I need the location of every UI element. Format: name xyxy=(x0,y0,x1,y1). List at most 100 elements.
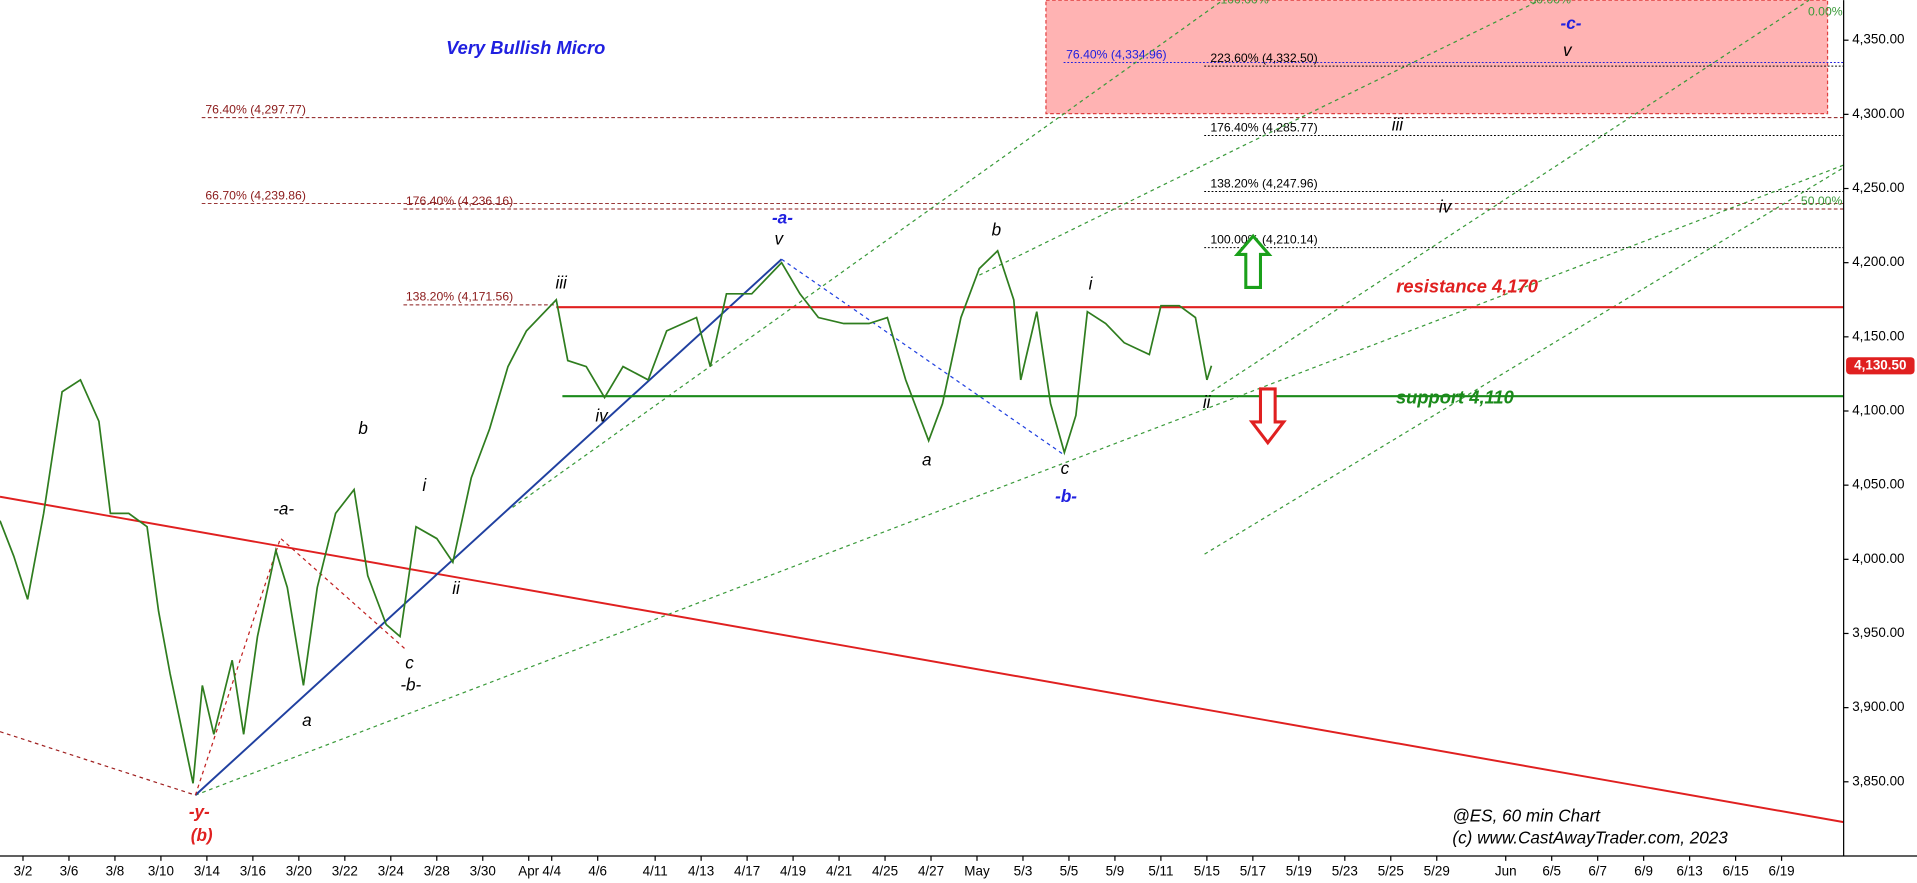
fib-fan-label: 100.00% xyxy=(1220,0,1268,6)
x-tick-label: 3/16 xyxy=(240,863,266,878)
wave-label: -b- xyxy=(400,676,421,695)
wave-label: v xyxy=(775,229,785,248)
wave-label: -b- xyxy=(1055,487,1077,506)
fib-fan-label: 0.00% xyxy=(1808,5,1843,19)
x-tick-label: 5/11 xyxy=(1148,863,1173,878)
x-tick-label: 3/28 xyxy=(424,863,450,878)
trendline xyxy=(195,164,1844,796)
y-tick-label: 4,300.00 xyxy=(1852,106,1904,121)
wave-label: ii xyxy=(452,579,461,598)
x-tick-label: 4/27 xyxy=(918,863,944,878)
x-tick-label: 5/23 xyxy=(1332,863,1358,878)
wave-label: -y- xyxy=(189,803,210,822)
trendline xyxy=(194,258,783,796)
support-label: support 4,110 xyxy=(1396,387,1515,408)
fib-level-label: 138.20% (4,171.56) xyxy=(406,290,513,304)
wave-label: (b) xyxy=(191,826,213,845)
fib-level-label: 76.40% (4,297.77) xyxy=(205,103,306,117)
x-tick-label: Apr xyxy=(518,863,539,878)
y-tick-label: 4,000.00 xyxy=(1852,551,1904,566)
wave-label: i xyxy=(422,476,427,495)
x-tick-label: 6/15 xyxy=(1723,863,1749,878)
y-tick-label: 4,050.00 xyxy=(1852,477,1904,492)
x-tick-label: 3/10 xyxy=(148,863,174,878)
x-tick-label: 4/19 xyxy=(780,863,806,878)
wave-label: -c- xyxy=(1561,14,1582,33)
footer-text: @ES, 60 min Chart xyxy=(1452,806,1601,825)
x-tick-label: 5/29 xyxy=(1424,863,1450,878)
wave-label: iii xyxy=(1392,116,1405,135)
fib-level-label: 66.70% (4,239.86) xyxy=(205,188,306,202)
x-tick-label: 4/4 xyxy=(542,863,561,878)
y-tick-label: 3,850.00 xyxy=(1852,773,1904,788)
x-tick-label: 6/7 xyxy=(1588,863,1607,878)
wave-label: iv xyxy=(1439,198,1453,217)
x-tick-label: 4/11 xyxy=(643,863,668,878)
up-arrow xyxy=(1233,233,1273,289)
x-tick-label: 6/5 xyxy=(1542,863,1561,878)
fib-level-label: 138.20% (4,247.96) xyxy=(1210,176,1317,190)
wave-label: c xyxy=(405,654,414,673)
fib-level-label: 76.40% (4,334.96) xyxy=(1066,47,1167,61)
resistance-label: resistance 4,170 xyxy=(1396,275,1538,296)
price-line xyxy=(0,249,1213,784)
trendline xyxy=(0,731,196,796)
x-tick-label: 4/13 xyxy=(688,863,714,878)
x-tick-label: 6/9 xyxy=(1634,863,1653,878)
x-tick-label: 6/13 xyxy=(1677,863,1703,878)
wave-label: b xyxy=(358,419,368,438)
x-tick-label: 3/24 xyxy=(378,863,405,878)
fib-level-label: 223.60% (4,332.50) xyxy=(1210,51,1317,65)
y-tick-label: 3,900.00 xyxy=(1852,699,1904,714)
x-tick-label: 4/6 xyxy=(588,863,607,878)
x-tick-label: 3/20 xyxy=(286,863,312,878)
x-tick-label: 5/15 xyxy=(1194,863,1220,878)
x-tick-label: 3/6 xyxy=(60,863,79,878)
wave-label: a xyxy=(922,451,932,470)
y-tick-label: 4,200.00 xyxy=(1852,254,1904,269)
trendline xyxy=(1211,0,1810,393)
x-tick-label: 5/17 xyxy=(1240,863,1266,878)
x-tick-label: 5/3 xyxy=(1014,863,1033,878)
x-tick-label: 5/19 xyxy=(1286,863,1312,878)
x-tick-label: 5/5 xyxy=(1060,863,1079,878)
x-tick-label: May xyxy=(964,863,990,878)
fib-fan-label: 50.00% xyxy=(1530,0,1572,6)
x-tick-label: 5/25 xyxy=(1378,863,1404,878)
fib-fan-label: 50.00% xyxy=(1801,194,1843,208)
last-price-label: 4,130.50 xyxy=(1854,357,1906,372)
wave-label: -a- xyxy=(772,209,793,228)
trendline xyxy=(781,258,1065,456)
wave-label: -a- xyxy=(273,499,294,518)
x-tick-label: 3/30 xyxy=(470,863,496,878)
wave-label: v xyxy=(1563,41,1573,60)
arrows xyxy=(1233,233,1287,446)
x-tick-label: 4/21 xyxy=(826,863,852,878)
wave-label: iv xyxy=(595,407,609,426)
x-tick-label: 5/9 xyxy=(1106,863,1125,878)
x-tick-label: 3/2 xyxy=(14,863,33,878)
x-tick-label: 3/8 xyxy=(106,863,125,878)
fib-level-label: 100.00% (4,210.14) xyxy=(1210,233,1317,247)
trendline xyxy=(979,0,1541,276)
x-tick-label: 4/17 xyxy=(734,863,760,878)
y-tick-label: 4,150.00 xyxy=(1852,328,1904,343)
y-tick-label: 4,250.00 xyxy=(1852,180,1904,195)
x-tick-label: 4/25 xyxy=(872,863,898,878)
down-arrow xyxy=(1248,387,1287,446)
fib-level-label: 176.40% (4,285.77) xyxy=(1210,120,1317,134)
x-tick-label: Jun xyxy=(1495,863,1517,878)
wave-label: iii xyxy=(555,273,568,292)
wave-label: c xyxy=(1061,459,1070,478)
y-tick-label: 4,100.00 xyxy=(1852,403,1904,418)
x-tick-label: 6/19 xyxy=(1768,863,1794,878)
wave-label: ii xyxy=(1203,393,1212,412)
footer-text: (c) www.CastAwayTrader.com, 2023 xyxy=(1452,828,1728,847)
chart-title: Very Bullish Micro xyxy=(446,37,605,58)
fib-level-label: 176.40% (4,236.16) xyxy=(406,194,513,208)
x-tick-label: 3/22 xyxy=(332,863,358,878)
trendline xyxy=(194,537,405,796)
